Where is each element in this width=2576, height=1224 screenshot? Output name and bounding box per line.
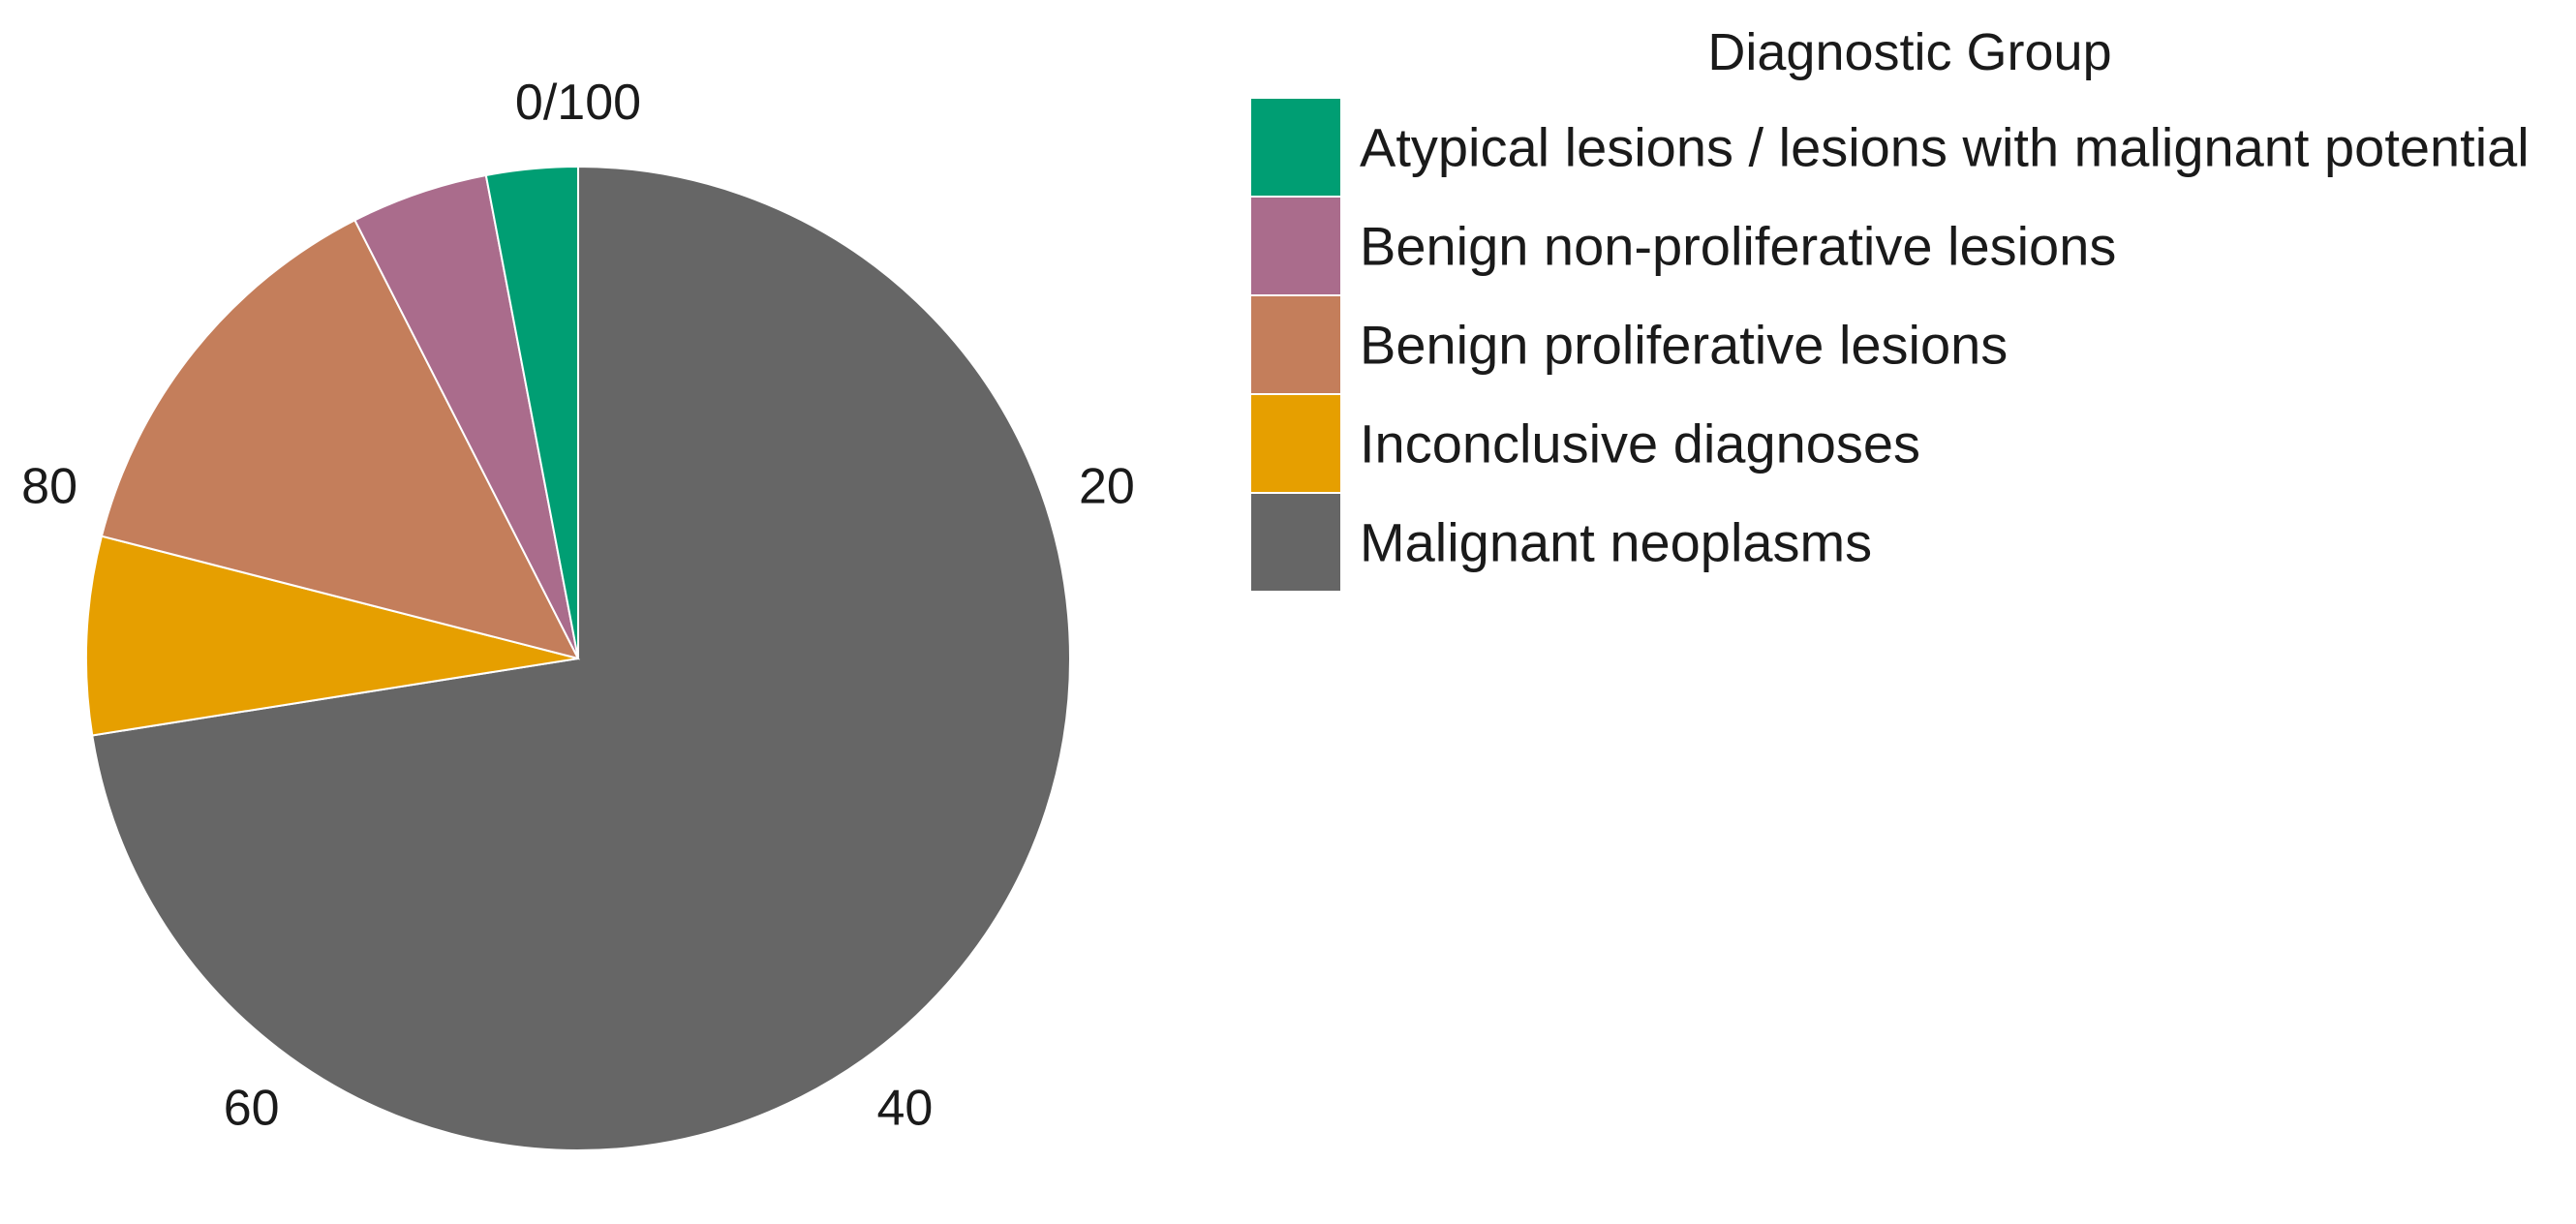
- legend-label: Malignant neoplasms: [1360, 512, 1872, 573]
- pie-slices: [85, 165, 1071, 1151]
- legend-swatch: [1251, 296, 1340, 393]
- tick-label: 0/100: [515, 75, 641, 131]
- pie-tick-labels: 0/100 20 40 60 80: [21, 75, 1135, 1136]
- tick-label: 80: [21, 459, 77, 515]
- pie-slice-benign-proliferative-lesions: [100, 219, 580, 660]
- legend-swatch: [1251, 494, 1340, 591]
- tick-label: 20: [1079, 459, 1135, 515]
- tick-label: 60: [224, 1080, 280, 1136]
- legend-swatch: [1251, 395, 1340, 492]
- pie-slice-atypical-lesions-lesions-with-malignant-potential: [484, 165, 579, 659]
- legend-label: Benign proliferative lesions: [1360, 315, 2008, 376]
- legend-title: Diagnostic Group: [1707, 23, 2111, 81]
- legend-swatch: [1251, 198, 1340, 294]
- legend-label: Atypical lesions / lesions with malignan…: [1360, 117, 2530, 178]
- legend-items: Atypical lesions / lesions with malignan…: [1251, 99, 2530, 591]
- tick-label: 40: [876, 1080, 933, 1136]
- legend-swatch: [1251, 99, 1340, 196]
- legend: Diagnostic Group Atypical lesions / lesi…: [1251, 23, 2530, 591]
- pie-slice-inconclusive-diagnoses: [85, 535, 579, 737]
- legend-label: Benign non-proliferative lesions: [1360, 216, 2116, 277]
- pie-slice-malignant-neoplasms: [91, 165, 1071, 1151]
- legend-label: Inconclusive diagnoses: [1360, 413, 1920, 474]
